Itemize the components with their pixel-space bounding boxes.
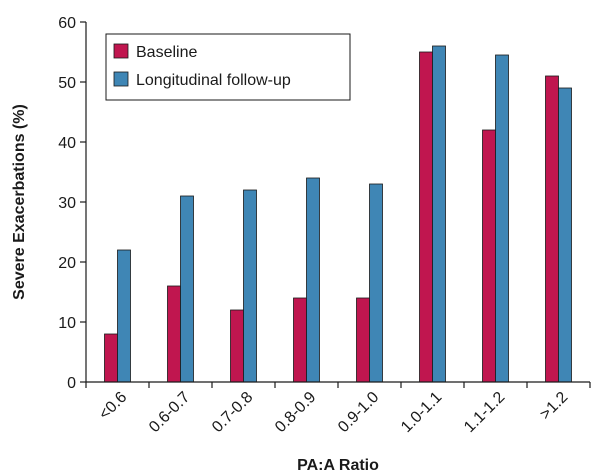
- legend-swatch-0: [113, 43, 129, 59]
- bars-group: [104, 45, 572, 383]
- y-axis-ticks: 0 10 20 30 40 50 60: [58, 15, 86, 392]
- bar-baseline-4: [356, 297, 370, 383]
- x-tick-label-4: 0.9-1.0: [335, 389, 382, 436]
- bar-baseline-2: [230, 309, 244, 383]
- bar-baseline-3: [293, 297, 307, 383]
- x-tick-label-7: >1.2: [537, 389, 571, 423]
- bar-followup-3: [306, 177, 320, 383]
- x-tick-label-6: 1.1-1.2: [461, 389, 508, 436]
- bar-followup-6: [495, 54, 509, 383]
- bar-followup-7: [558, 87, 572, 383]
- bar-followup-2: [243, 189, 257, 383]
- x-axis-ticks: <0.6 0.6-0.7 0.7-0.8 0.8-0.9 0.9-1.0 1.0-1.1 1…: [85, 382, 591, 436]
- bar-baseline-1: [167, 285, 181, 383]
- x-tick-label-5: 1.0-1.1: [398, 389, 445, 436]
- y-axis-title: Severe Exacerbations (%): [11, 104, 28, 300]
- bar-baseline-5: [419, 51, 433, 383]
- y-tick-label-3: 30: [58, 195, 76, 212]
- y-tick-label-1: 10: [58, 315, 76, 332]
- legend-box: [105, 33, 351, 101]
- bar-baseline-7: [545, 75, 559, 383]
- x-tick-label-0: <0.6: [96, 389, 130, 423]
- x-tick-label-2: 0.7-0.8: [209, 389, 256, 436]
- y-tick-label-5: 50: [58, 75, 76, 92]
- bar-followup-5: [432, 45, 446, 383]
- legend: Baseline Longitudinal follow-up: [105, 33, 351, 101]
- y-tick-label-2: 20: [58, 255, 76, 272]
- bar-followup-4: [369, 183, 383, 383]
- bar-followup-1: [180, 195, 194, 383]
- x-tick-label-3: 0.8-0.9: [272, 389, 319, 436]
- legend-swatch-1: [113, 71, 129, 87]
- y-tick-label-0: 0: [67, 375, 76, 392]
- bar-baseline-0: [104, 333, 118, 383]
- legend-label-0: Baseline: [136, 44, 197, 61]
- bar-followup-0: [117, 249, 131, 383]
- legend-label-1: Longitudinal follow-up: [136, 72, 291, 89]
- legend-items: Baseline Longitudinal follow-up: [113, 43, 291, 89]
- bar-baseline-6: [482, 129, 496, 383]
- x-tick-label-1: 0.6-0.7: [146, 389, 193, 436]
- x-axis-title: PA:A Ratio: [297, 457, 379, 474]
- y-tick-label-4: 40: [58, 135, 76, 152]
- y-tick-label-6: 60: [58, 15, 76, 32]
